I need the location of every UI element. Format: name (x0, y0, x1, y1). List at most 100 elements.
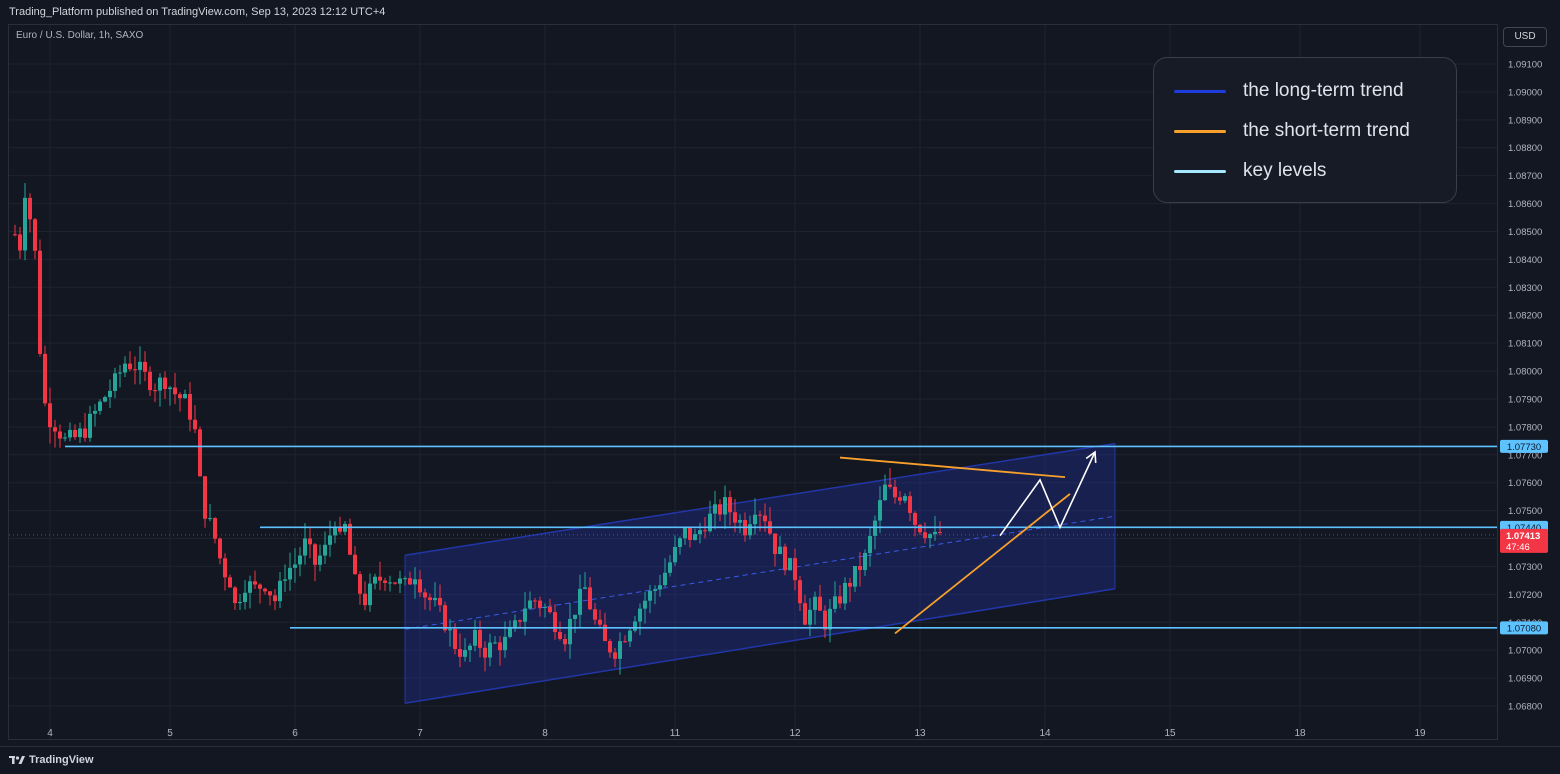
candle-body (848, 582, 852, 587)
candle-body (903, 496, 907, 501)
legend-label: key levels (1243, 160, 1327, 181)
y-tick-label: 1.07000 (1508, 646, 1542, 657)
candle-body (828, 608, 832, 630)
candle-body (128, 363, 132, 370)
candle-body (208, 518, 212, 520)
short-term-resistance-line (839, 456, 1066, 479)
candle-body (698, 530, 702, 535)
key-level-price-label: 1.07440 (1507, 523, 1541, 534)
candle-body (793, 558, 797, 581)
candle-body (618, 641, 622, 659)
y-tick-label: 1.09000 (1508, 87, 1542, 98)
candle-body (313, 544, 317, 565)
candle-body (123, 363, 127, 373)
candle-body (563, 638, 567, 645)
candle-body (338, 527, 342, 532)
candle-body (473, 629, 477, 646)
candle-body (28, 197, 32, 220)
candle-body (498, 642, 502, 651)
legend-box: the long-term trend the short-term trend… (1153, 57, 1457, 203)
candle-body (813, 596, 817, 610)
candle-body (288, 567, 292, 580)
candle-body (688, 527, 692, 540)
candle-body (818, 596, 822, 611)
candle-body (518, 620, 522, 622)
candle-body (323, 544, 327, 556)
candle-body (558, 632, 562, 639)
candle-body (398, 578, 402, 584)
candle-body (183, 394, 187, 399)
candle-body (728, 497, 732, 513)
candle-body (513, 620, 517, 628)
projection-arrow-head (1085, 450, 1097, 464)
short-term-trend (839, 456, 1071, 635)
footer-brand: TradingView (29, 754, 94, 766)
tradingview-logo[interactable]: TradingView (9, 754, 94, 766)
candle-body (348, 523, 352, 555)
x-axis: 4 5 6 7 8 11 12 13 14 15 18 19 (47, 728, 1426, 739)
x-tick-label: 15 (1164, 728, 1176, 739)
y-tick-label: 1.07700 (1508, 450, 1542, 461)
candle-body (223, 558, 227, 578)
candle-body (538, 600, 542, 608)
candle-body (783, 546, 787, 571)
chart-frame (8, 24, 1498, 740)
candle-body (628, 630, 632, 642)
candle-body (593, 609, 597, 620)
candle-body (693, 534, 697, 540)
candle-body (68, 429, 72, 438)
candle-body (163, 377, 167, 390)
candle-body (803, 603, 807, 625)
candle-body (638, 608, 642, 622)
candle-body (853, 566, 857, 587)
candle-body (13, 234, 17, 236)
published-info: Trading_Platform published on TradingVie… (9, 6, 386, 18)
candle-body (838, 596, 842, 604)
candle-body (843, 582, 847, 604)
candle-body (233, 587, 237, 604)
candle-body (753, 514, 757, 525)
candle-body (808, 609, 812, 625)
legend-swatch (1174, 169, 1226, 173)
candle-body (158, 377, 162, 391)
x-tick-label: 19 (1414, 728, 1426, 739)
candle-body (588, 587, 592, 610)
y-tick-label: 1.08800 (1508, 143, 1542, 154)
candle-body (63, 437, 67, 439)
candle-body (373, 576, 377, 584)
candle-body (48, 403, 52, 428)
candle-body (858, 566, 862, 571)
candle-body (378, 576, 382, 581)
candle-body (368, 583, 372, 606)
candle-body (33, 219, 37, 251)
candle-body (73, 429, 77, 438)
candle-body (308, 538, 312, 545)
candle-body (283, 579, 287, 581)
candle-body (918, 524, 922, 533)
candle-body (748, 524, 752, 536)
candle-body (863, 552, 867, 571)
candle-body (238, 601, 242, 604)
candle-body (273, 595, 277, 602)
candle-body (363, 593, 367, 606)
candle-body (328, 535, 332, 545)
key-levels (65, 445, 1497, 629)
candle-body (433, 597, 437, 601)
y-tick-label: 1.08500 (1508, 227, 1542, 238)
x-tick-label: 13 (914, 728, 926, 739)
currency-button[interactable]: USD (1503, 27, 1547, 47)
candle-body (568, 618, 572, 645)
y-tick-label: 1.07300 (1508, 562, 1542, 573)
legend-swatch (1174, 129, 1226, 133)
short-term-support-line (894, 493, 1071, 635)
candle-body (763, 515, 767, 522)
candle-body (23, 197, 27, 251)
candle-body (218, 538, 222, 559)
candle-body (873, 520, 877, 536)
candle-body (598, 619, 602, 625)
projection-path (999, 451, 1096, 537)
candle-body (248, 581, 252, 593)
candle-body (908, 496, 912, 513)
candle-body (388, 582, 392, 584)
